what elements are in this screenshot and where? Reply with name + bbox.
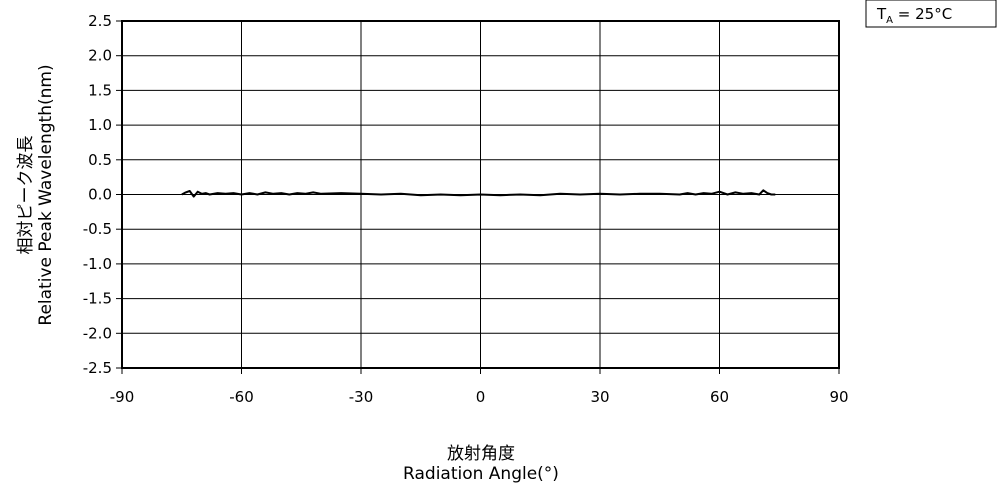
y-tick-label: -0.5: [83, 220, 112, 238]
x-tick-label: -60: [229, 388, 254, 406]
y-tick-label: -1.5: [83, 290, 112, 308]
y-tick-label: 1.0: [88, 116, 112, 134]
y-tick-label: 0.0: [88, 186, 112, 204]
condition-box: TA = 25°C: [865, 0, 997, 28]
condition-value: = 25°C: [893, 5, 952, 23]
y-tick-label: -1.0: [83, 255, 112, 273]
x-tick-label: 90: [829, 388, 848, 406]
y-tick-label: -2.0: [83, 324, 112, 342]
x-axis-ticks: -90 -60 -30 0 30 60 90: [110, 368, 849, 406]
y-tick-label: 2.0: [88, 47, 112, 65]
svg-text:TA = 25°C: TA = 25°C: [876, 5, 952, 26]
x-tick-label: -90: [110, 388, 135, 406]
y-tick-label: -2.5: [83, 359, 112, 377]
y-axis-title-ja: 相対ピーク波長: [16, 136, 36, 255]
x-axis-title-ja: 放射角度: [447, 444, 515, 464]
series-line: [181, 189, 776, 198]
condition-subscript: A: [886, 15, 893, 26]
x-tick-label: 30: [590, 388, 609, 406]
x-axis-title: Radiation Angle(°): [403, 464, 559, 484]
x-tick-label: -30: [349, 388, 374, 406]
x-tick-label: 60: [710, 388, 729, 406]
condition-symbol: T: [876, 5, 887, 23]
y-axis-title: Relative Peak Wavelength(nm): [36, 64, 56, 325]
y-tick-label: 2.5: [88, 12, 112, 30]
y-tick-label: 1.5: [88, 81, 112, 99]
y-axis-ticks: 2.5 2.0 1.5 1.0 0.5 0.0 -0.5 -1.0 -1.5 -2.0 -2.5: [83, 12, 122, 377]
x-tick-label: 0: [476, 388, 486, 406]
y-tick-label: 0.5: [88, 151, 112, 169]
